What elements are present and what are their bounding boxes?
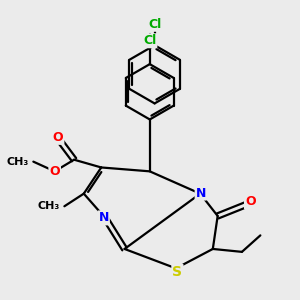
Text: O: O bbox=[53, 131, 63, 144]
Text: CH₃: CH₃ bbox=[7, 157, 29, 166]
Text: S: S bbox=[172, 265, 182, 279]
Text: O: O bbox=[50, 165, 60, 178]
Text: CH₃: CH₃ bbox=[38, 201, 60, 211]
Text: Cl: Cl bbox=[143, 34, 156, 47]
Text: N: N bbox=[196, 187, 206, 200]
Text: O: O bbox=[245, 196, 256, 208]
Text: Cl: Cl bbox=[148, 18, 161, 31]
Text: N: N bbox=[98, 212, 109, 224]
